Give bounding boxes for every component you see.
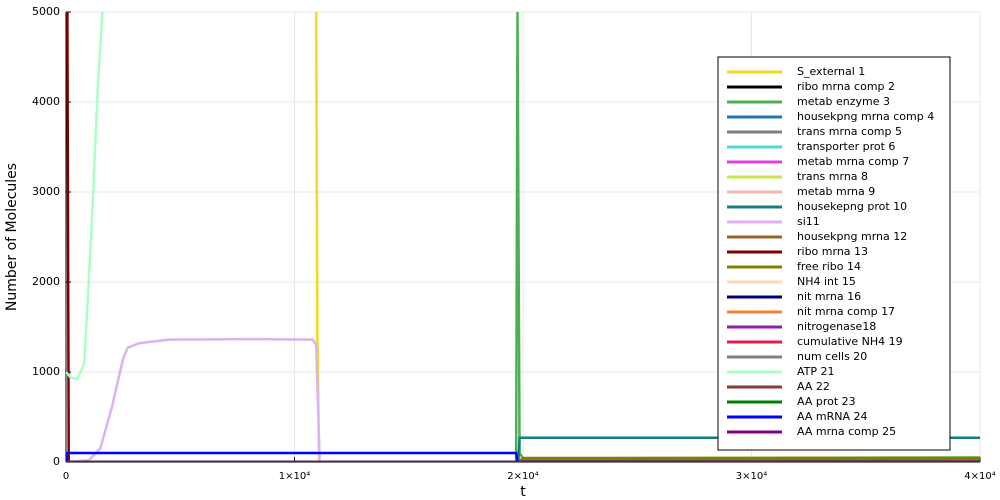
y-tick-label: 3000: [32, 185, 60, 198]
y-tick-label: 5000: [32, 5, 60, 18]
x-tick-label: 4×10⁴: [964, 471, 995, 482]
legend-label: transporter prot 6: [797, 140, 895, 153]
legend-label: AA 22: [797, 380, 830, 393]
y-tick-label: 4000: [32, 95, 60, 108]
y-tick-label: 1000: [32, 365, 60, 378]
legend-label: housekpng mrna comp 4: [797, 110, 934, 123]
y-axis-label: Number of Molecules: [4, 163, 20, 311]
series-line: [66, 12, 980, 462]
legend-label: free ribo 14: [797, 260, 861, 273]
legend-label: NH4 int 15: [797, 275, 856, 288]
legend-label: housekpng mrna 12: [797, 230, 907, 243]
x-tick-label: 1×10⁴: [279, 471, 310, 482]
legend-label: ribo mrna 13: [797, 245, 868, 258]
series-line: [66, 456, 980, 462]
legend-label: ATP 21: [797, 365, 835, 378]
legend-label: nitrogenase18: [797, 320, 876, 333]
series-line: [66, 451, 980, 462]
legend-label: trans mrna comp 5: [797, 125, 902, 138]
x-tick-label: 0: [63, 471, 69, 482]
x-tick-label: 3×10⁴: [736, 471, 767, 482]
legend-label: metab mrna 9: [797, 185, 875, 198]
series-line: [66, 337, 980, 462]
x-axis-label: t: [520, 484, 526, 500]
legend-label: AA mrna comp 25: [797, 425, 896, 438]
legend-label: num cells 20: [797, 350, 867, 363]
y-tick-label: 2000: [32, 275, 60, 288]
legend-label: AA mRNA 24: [797, 410, 867, 423]
legend-label: ribo mrna comp 2: [797, 80, 895, 93]
legend-label: si11: [797, 215, 820, 228]
legend-label: trans mrna 8: [797, 170, 868, 183]
legend-label: housekepng prot 10: [797, 200, 907, 213]
x-tick-label: 2×10⁴: [507, 471, 538, 482]
legend-label: AA prot 23: [797, 395, 856, 408]
series-line: [66, 12, 104, 381]
legend-label: metab mrna comp 7: [797, 155, 909, 168]
legend-label: nit mrna 16: [797, 290, 861, 303]
legend-label: cumulative NH4 19: [797, 335, 903, 348]
legend-label: S_external 1: [797, 65, 865, 78]
legend-label: nit mrna comp 17: [797, 305, 895, 318]
y-tick-label: 0: [53, 455, 60, 468]
legend-label: metab enzyme 3: [797, 95, 890, 108]
